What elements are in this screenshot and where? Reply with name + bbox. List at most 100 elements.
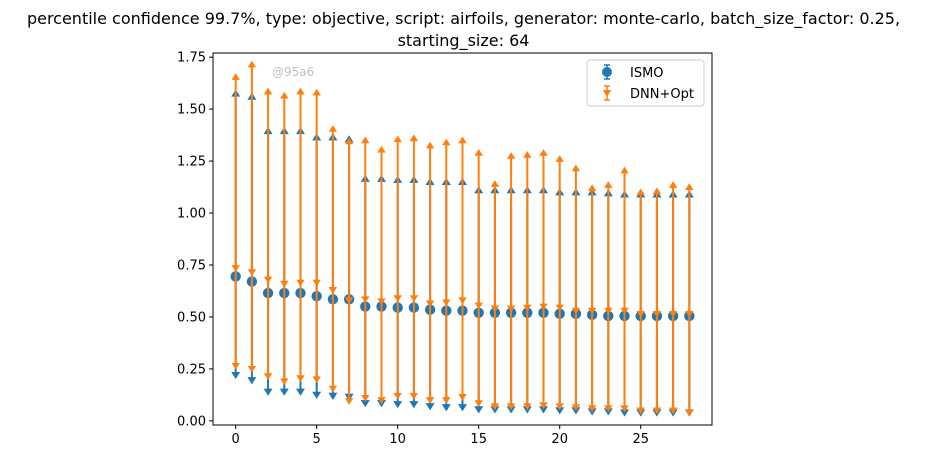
ismo-lower-cap — [425, 403, 435, 411]
dnn-opt-upper-cap — [474, 148, 483, 156]
dnn-opt-upper-cap — [425, 141, 435, 149]
dnn-opt-point — [442, 299, 451, 307]
dnn-opt-lower-cap — [523, 403, 532, 411]
dnn-opt-lower-cap — [571, 404, 581, 412]
x-axis: 0 5 10 15 20 25 — [232, 425, 649, 447]
dnn-opt-upper-cap — [442, 138, 451, 146]
dnn-opt-point — [555, 304, 564, 312]
y-tick-label: 0.00 — [177, 414, 206, 429]
dnn-opt-point — [409, 295, 419, 303]
ismo-lower-cap — [441, 404, 451, 412]
ismo-lower-cap — [295, 388, 305, 396]
dnn-opt-point — [393, 295, 402, 303]
dnn-opt-lower-cap — [344, 398, 354, 405]
dnn-opt-point — [474, 302, 483, 310]
data-marks — [230, 60, 695, 417]
dnn-opt-upper-cap — [280, 91, 289, 99]
dnn-opt-lower-cap — [409, 392, 419, 400]
dnn-opt-lower-cap — [263, 373, 273, 380]
dnn-opt-lower-cap — [652, 407, 662, 415]
dnn-opt-point — [587, 307, 597, 315]
y-tick-label: 0.75 — [177, 258, 206, 273]
dnn-opt-upper-cap — [620, 166, 629, 174]
dnn-opt-upper-cap — [636, 188, 645, 196]
ismo-lower-cap — [474, 406, 484, 414]
ismo-lower-cap — [231, 371, 241, 380]
y-tick-label: 1.25 — [177, 155, 206, 170]
dnn-opt-upper-cap — [458, 136, 467, 144]
x-tick-label: 15 — [470, 432, 487, 447]
dnn-opt-upper-cap — [361, 136, 370, 144]
dnn-opt-point — [490, 305, 500, 313]
dnn-opt-point — [425, 300, 435, 308]
dnn-opt-point — [506, 305, 516, 313]
dnn-opt-lower-cap — [280, 378, 289, 386]
dnn-opt-upper-cap — [506, 152, 516, 159]
dnn-opt-point — [571, 307, 581, 315]
dnn-opt-upper-cap — [296, 87, 305, 95]
ismo-lower-cap — [539, 406, 549, 414]
dnn-opt-lower-cap — [555, 403, 564, 411]
x-tick-label: 10 — [389, 432, 406, 447]
dnn-opt-point — [668, 310, 678, 318]
chart-title-line-2: starting_size: 64 — [398, 31, 530, 51]
y-tick-label: 1.00 — [177, 207, 206, 222]
legend-dnn-opt-triangle — [602, 90, 612, 97]
legend-ismo-label: ISMO — [630, 66, 664, 81]
dnn-opt-point — [604, 307, 613, 315]
ismo-lower-cap — [263, 388, 273, 396]
dnn-opt-upper-cap — [263, 87, 273, 95]
dnn-opt-upper-cap — [539, 148, 548, 156]
dnn-opt-upper-cap — [328, 125, 338, 132]
dnn-opt-lower-cap — [231, 362, 240, 370]
dnn-opt-lower-cap — [425, 397, 435, 404]
dnn-opt-lower-cap — [442, 397, 451, 404]
dnn-opt-point — [247, 269, 257, 277]
dnn-opt-upper-cap — [604, 181, 613, 188]
x-tick-label: 20 — [551, 432, 568, 447]
y-tick-label: 0.25 — [177, 362, 206, 377]
dnn-opt-upper-cap — [344, 137, 354, 145]
dnn-opt-point — [377, 298, 386, 306]
legend-ismo-dot — [602, 67, 612, 77]
dnn-opt-lower-cap — [247, 365, 257, 373]
dnn-opt-lower-cap — [296, 375, 305, 383]
dnn-opt-upper-cap — [377, 145, 386, 153]
dnn-opt-point — [263, 276, 273, 284]
dnn-opt-lower-cap — [506, 403, 516, 411]
dnn-opt-upper-cap — [523, 151, 532, 158]
chart-title-line-1: percentile confidence 99.7%, type: objec… — [27, 9, 900, 29]
dnn-opt-upper-cap — [668, 181, 678, 188]
dnn-opt-point — [361, 296, 370, 304]
axes-frame — [212, 52, 713, 426]
y-tick-label: 1.75 — [177, 51, 206, 66]
dnn-opt-point — [523, 304, 532, 312]
ismo-lower-cap — [312, 391, 322, 399]
watermark-text: @95a6 — [272, 65, 314, 79]
dnn-opt-lower-cap — [377, 397, 386, 404]
ismo-lower-cap — [458, 404, 467, 412]
dnn-opt-lower-cap — [636, 407, 645, 415]
y-axis: 0.00 0.25 0.50 0.75 1.00 1.25 1.50 1.75 — [177, 51, 213, 429]
dnn-opt-lower-cap — [604, 405, 613, 413]
x-tick-label: 5 — [313, 432, 321, 447]
dnn-opt-upper-cap — [587, 184, 597, 192]
y-tick-label: 0.50 — [177, 310, 206, 325]
dnn-opt-point — [539, 303, 548, 311]
dnn-opt-point — [458, 297, 467, 305]
dnn-opt-point — [280, 280, 289, 288]
dnn-opt-lower-cap — [458, 394, 467, 401]
legend-dnn-opt-marker — [602, 85, 612, 101]
dnn-opt-point — [328, 286, 338, 294]
ismo-lower-cap — [328, 392, 338, 400]
dnn-opt-lower-cap — [328, 385, 338, 393]
ismo-lower-cap — [360, 400, 370, 408]
dnn-opt-point — [344, 297, 354, 305]
dnn-opt-point — [652, 310, 662, 318]
dnn-opt-lower-cap — [668, 407, 678, 415]
ismo-lower-cap — [247, 377, 257, 385]
dnn-opt-lower-cap — [587, 405, 597, 413]
dnn-opt-upper-cap — [652, 187, 662, 195]
dnn-opt-lower-cap — [361, 395, 370, 402]
